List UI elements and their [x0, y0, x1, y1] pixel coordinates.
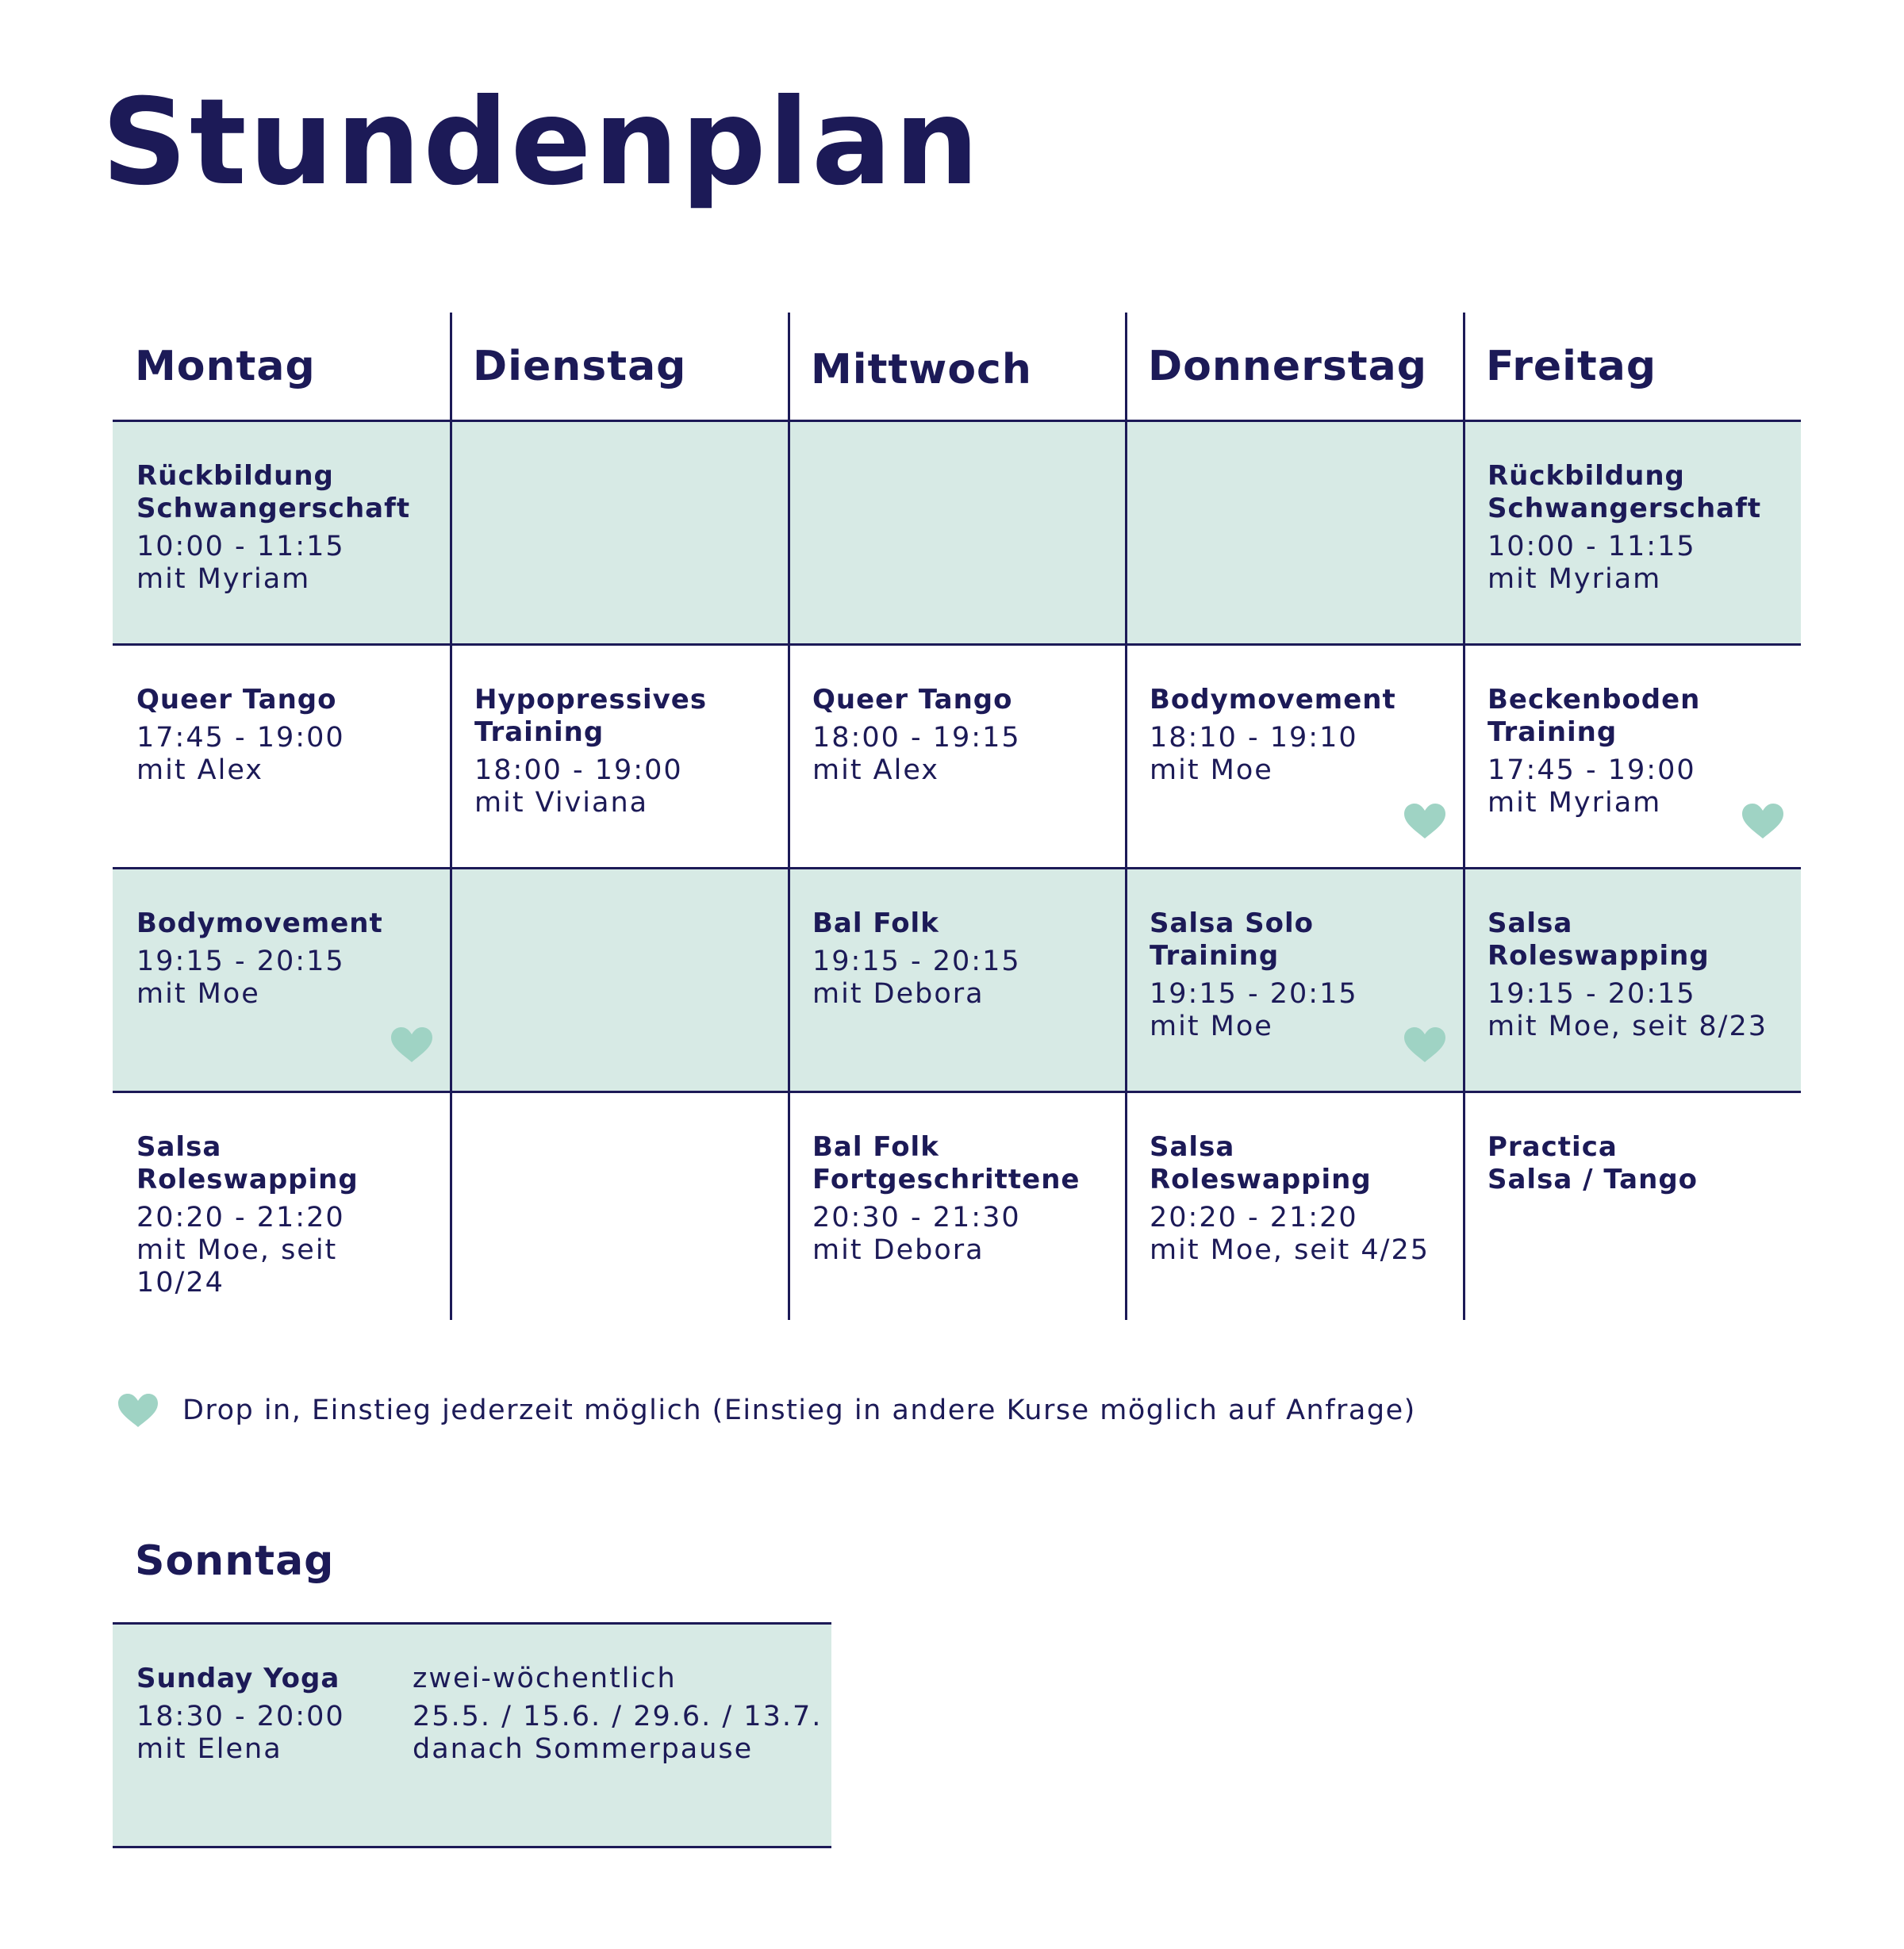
class-cell: Queer Tango 18:00 - 19:15 mit Alex	[789, 644, 1126, 868]
day-label: Dienstag	[473, 343, 687, 390]
class-title: Rückbildung Schwangerschaft	[1488, 460, 1762, 524]
class-time: 18:30 - 20:00	[136, 1701, 345, 1732]
divider	[1463, 313, 1465, 1320]
day-header-donnerstag: Donnerstag	[1126, 313, 1463, 420]
class-time: 17:45 - 19:00	[136, 722, 345, 754]
class-cell: Rückbildung Schwangerschaft 10:00 - 11:15…	[113, 420, 450, 644]
heart-icon	[390, 1026, 433, 1063]
day-label: Montag	[135, 343, 316, 390]
sunday-box: Sunday Yoga 18:30 - 20:00 mit Elena zwei…	[113, 1622, 831, 1848]
class-time: 20:20 - 21:20	[136, 1202, 345, 1233]
sunday-frequency: zwei-wöchentlich	[413, 1663, 677, 1694]
class-title: Salsa Roleswapping	[1488, 907, 1710, 972]
day-header-mittwoch: Mittwoch	[789, 313, 1126, 420]
class-teacher: mit Alex	[812, 754, 939, 786]
sunday-after: danach Sommerpause	[413, 1733, 754, 1765]
row-band	[113, 420, 1801, 644]
day-label: Freitag	[1486, 343, 1657, 390]
heart-icon	[117, 1393, 159, 1428]
divider	[113, 1091, 1801, 1093]
class-cell: Salsa Roleswapping 19:15 - 20:15 mit Moe, …	[1464, 868, 1801, 1092]
class-title: Salsa Solo Training	[1150, 907, 1314, 972]
divider	[788, 313, 790, 1320]
class-cell: Bal Folk Fortgeschrittene 20:30 - 21:30 mi…	[789, 1092, 1126, 1315]
class-time: 19:15 - 20:15	[1488, 978, 1696, 1010]
heart-icon	[1403, 1026, 1446, 1063]
sunday-info: zwei-wöchentlich 25.5. / 15.6. / 29.6. /…	[413, 1663, 822, 1766]
schedule-grid: Montag Dienstag Mittwoch Donnerstag Frei…	[113, 313, 1801, 1320]
class-title: Sunday Yoga	[136, 1663, 340, 1694]
class-teacher: mit Alex	[136, 754, 263, 786]
class-cell: Bodymovement 19:15 - 20:15 mit Moe	[113, 868, 450, 1092]
day-header-dienstag: Dienstag	[451, 313, 788, 420]
class-teacher: mit Myriam	[136, 563, 311, 595]
class-title: Queer Tango	[812, 684, 1013, 716]
sunday-class: Sunday Yoga 18:30 - 20:00 mit Elena	[136, 1663, 345, 1766]
divider	[113, 420, 1801, 422]
day-label: Mittwoch	[811, 346, 1032, 393]
class-cell: Queer Tango 17:45 - 19:00 mit Alex	[113, 644, 450, 868]
sunday-header: Sonntag	[135, 1537, 335, 1585]
day-header-montag: Montag	[113, 313, 450, 420]
class-time: 18:00 - 19:15	[812, 722, 1021, 754]
class-time: 20:30 - 21:30	[812, 1202, 1021, 1233]
class-time: 10:00 - 11:15	[1488, 531, 1696, 562]
class-teacher: mit Moe, seit 4/25	[1150, 1234, 1430, 1266]
class-title: Rückbildung Schwangerschaft	[136, 460, 411, 524]
class-teacher: mit Debora	[812, 1234, 985, 1266]
class-cell: Rückbildung Schwangerschaft 10:00 - 11:15…	[1464, 420, 1801, 644]
legend: Drop in, Einstieg jederzeit möglich (Ein…	[117, 1393, 1416, 1428]
heart-icon	[1741, 803, 1784, 839]
class-title: Bal Folk	[812, 907, 939, 939]
class-title: Salsa Roleswapping	[1150, 1131, 1372, 1195]
class-time: 19:15 - 20:15	[136, 946, 345, 977]
class-title: Queer Tango	[136, 684, 337, 716]
class-cell: Salsa Solo Training 19:15 - 20:15 mit Moe	[1126, 868, 1463, 1092]
class-teacher: mit Myriam	[1488, 563, 1662, 595]
class-cell: Beckenboden Training 17:45 - 19:00 mit Myr…	[1464, 644, 1801, 868]
class-cell: Bodymovement 18:10 - 19:10 mit Moe	[1126, 644, 1463, 868]
day-header-freitag: Freitag	[1464, 313, 1801, 420]
class-teacher: mit Viviana	[474, 787, 649, 819]
class-time: 19:15 - 20:15	[812, 946, 1021, 977]
class-time: 18:10 - 19:10	[1150, 722, 1358, 754]
class-title: Bodymovement	[136, 907, 383, 939]
class-teacher: mit Moe, seit 10/24	[136, 1234, 338, 1299]
class-teacher: mit Myriam	[1488, 787, 1662, 819]
class-cell: Practica Salsa / Tango	[1464, 1092, 1801, 1315]
day-label: Donnerstag	[1148, 343, 1427, 390]
class-time: 17:45 - 19:00	[1488, 754, 1696, 786]
class-teacher: mit Debora	[812, 978, 985, 1010]
class-time: 10:00 - 11:15	[136, 531, 345, 562]
class-teacher: mit Moe	[1150, 754, 1273, 786]
divider	[113, 643, 1801, 646]
divider	[450, 313, 452, 1320]
class-teacher: mit Elena	[136, 1733, 282, 1765]
class-teacher: mit Moe	[136, 978, 260, 1010]
legend-text: Drop in, Einstieg jederzeit möglich (Ein…	[182, 1395, 1416, 1426]
divider	[113, 867, 1801, 869]
class-cell: Salsa Roleswapping 20:20 - 21:20 mit Moe, …	[1126, 1092, 1463, 1315]
class-title: Hypopressives Training	[474, 684, 708, 748]
class-cell: Hypopressives Training 18:00 - 19:00 mit V…	[451, 644, 788, 868]
class-time: 19:15 - 20:15	[1150, 978, 1358, 1010]
class-title: Bodymovement	[1150, 684, 1396, 716]
class-teacher: mit Moe	[1150, 1011, 1273, 1042]
class-title: Beckenboden Training	[1488, 684, 1701, 748]
class-time: 18:00 - 19:00	[474, 754, 683, 786]
heart-icon	[1403, 803, 1446, 839]
page-title: Stundenplan	[102, 74, 982, 212]
sunday-dates: 25.5. / 15.6. / 29.6. / 13.7.	[413, 1701, 823, 1732]
class-title: Practica Salsa / Tango	[1488, 1131, 1699, 1195]
class-time: 20:20 - 21:20	[1150, 1202, 1358, 1233]
class-teacher: mit Moe, seit 8/23	[1488, 1011, 1768, 1042]
class-title: Bal Folk Fortgeschrittene	[812, 1131, 1081, 1195]
class-cell: Salsa Roleswapping 20:20 - 21:20 mit Moe, …	[113, 1092, 450, 1315]
class-cell: Bal Folk 19:15 - 20:15 mit Debora	[789, 868, 1126, 1092]
class-title: Salsa Roleswapping	[136, 1131, 359, 1195]
divider	[1125, 313, 1127, 1320]
row-band	[113, 868, 1801, 1092]
